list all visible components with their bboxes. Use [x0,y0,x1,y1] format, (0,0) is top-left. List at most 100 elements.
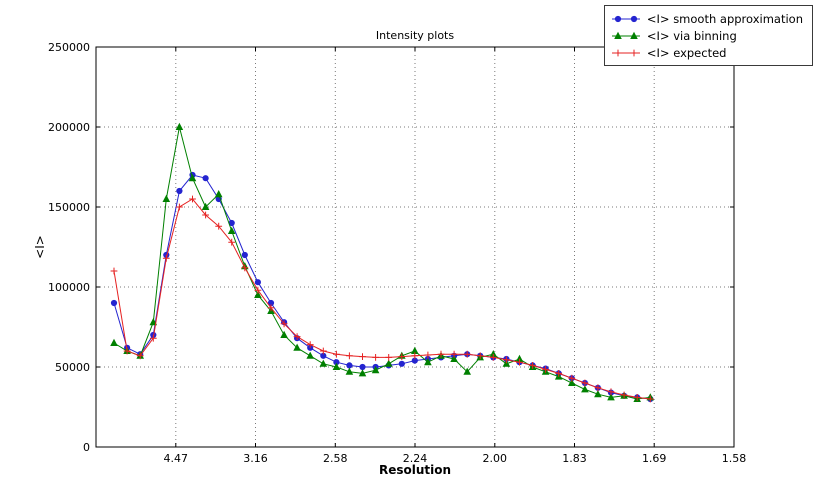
legend-entry: <I> smooth approximation [611,10,803,27]
data-point-marker [646,395,654,403]
data-point-marker [633,394,641,401]
data-point-marker [345,367,354,375]
x-tick-label: 4.47 [164,452,189,465]
data-point-marker [202,175,209,182]
data-point-marker [110,338,118,346]
data-point-marker [346,362,353,369]
data-point-marker [189,195,196,203]
data-point-marker [568,374,576,382]
data-point-marker [110,267,118,275]
y-tick-label: 200000 [48,121,90,134]
data-point-marker [594,390,602,398]
data-point-marker [437,350,445,358]
data-point-marker [306,341,314,348]
data-point-marker [614,49,622,56]
data-point-marker [227,226,236,234]
data-point-marker [581,379,589,387]
data-point-marker [254,286,262,294]
data-point-marker [607,393,615,401]
x-tick-label: 2.24 [403,452,428,465]
data-point-marker [411,357,418,364]
data-point-marker [215,222,223,230]
data-point-marker [411,346,419,354]
data-point-marker [630,15,637,22]
data-point-marker [384,359,393,367]
data-point-marker [516,358,523,366]
legend: <I> smooth approximation <I> via binning <… [603,5,813,66]
data-point-marker [476,352,484,360]
data-point-marker [201,202,210,210]
data-point-marker [372,354,379,361]
data-point-marker [359,363,366,371]
data-point-marker [320,352,327,359]
data-point-marker [620,391,628,399]
data-point-marker [358,369,367,377]
data-point-marker [293,343,301,351]
series-plus [110,195,654,403]
data-point-marker [555,370,563,377]
data-point-marker [463,367,471,375]
data-point-marker [489,354,497,361]
data-point-marker [149,334,157,342]
data-point-marker [110,299,118,307]
x-tick-label: 1.83 [562,452,587,465]
data-point-marker [228,238,236,246]
data-point-marker [568,378,576,386]
data-point-marker [241,264,249,272]
data-point-marker [293,333,301,340]
x-tick-label: 2.00 [483,452,508,465]
y-tick-label: 250000 [48,41,90,54]
data-point-marker [333,350,340,358]
data-point-marker [359,353,366,360]
data-point-marker [529,362,536,369]
data-point-marker [332,362,341,370]
legend-label: <I> via binning [646,28,737,43]
data-point-marker [202,211,209,219]
x-tick-label: 2.58 [323,452,348,465]
legend-label: <I> expected [646,45,727,60]
x-tick-label: 1.58 [722,452,747,465]
data-point-marker [371,366,380,374]
data-point-marker [542,366,549,373]
data-point-marker [424,358,432,366]
data-point-marker [188,174,197,182]
data-point-marker [346,352,353,360]
data-point-marker [398,353,406,360]
legend-triangle-sample-icon [611,31,640,39]
data-point-marker [333,359,340,366]
data-point-marker [614,31,622,39]
data-point-marker [280,330,288,338]
data-point-marker [630,49,638,56]
data-point-marker [123,347,131,355]
series-triangle [110,122,655,402]
data-point-marker [385,354,393,361]
data-point-marker [450,354,458,362]
data-point-marker [319,359,328,367]
legend-plus-sample-icon [611,49,640,56]
x-tick-label: 1.69 [642,452,667,465]
data-point-marker [411,352,419,360]
data-point-marker [581,385,589,393]
data-point-marker [228,219,235,227]
legend-entry: <I> via binning [611,27,803,44]
data-point-marker [214,190,223,198]
data-point-marker [254,290,262,298]
data-point-marker [398,360,405,367]
data-point-marker [424,351,432,359]
data-point-marker [515,354,524,362]
data-point-marker [254,279,261,286]
data-point-marker [267,299,275,307]
x-tick-label: 3.16 [243,452,268,465]
chart-title: Intensity plots [375,29,455,42]
data-point-marker [630,31,638,39]
data-point-marker [306,351,314,359]
data-point-marker [162,254,170,262]
legend-label: <I> smooth approximation [646,11,803,26]
y-tick-label: 0 [83,441,90,454]
data-point-marker [489,350,498,358]
data-point-marker [463,350,471,358]
data-point-marker [136,352,144,360]
legend-entries: <I> smooth approximation <I> via binning <… [611,10,803,61]
